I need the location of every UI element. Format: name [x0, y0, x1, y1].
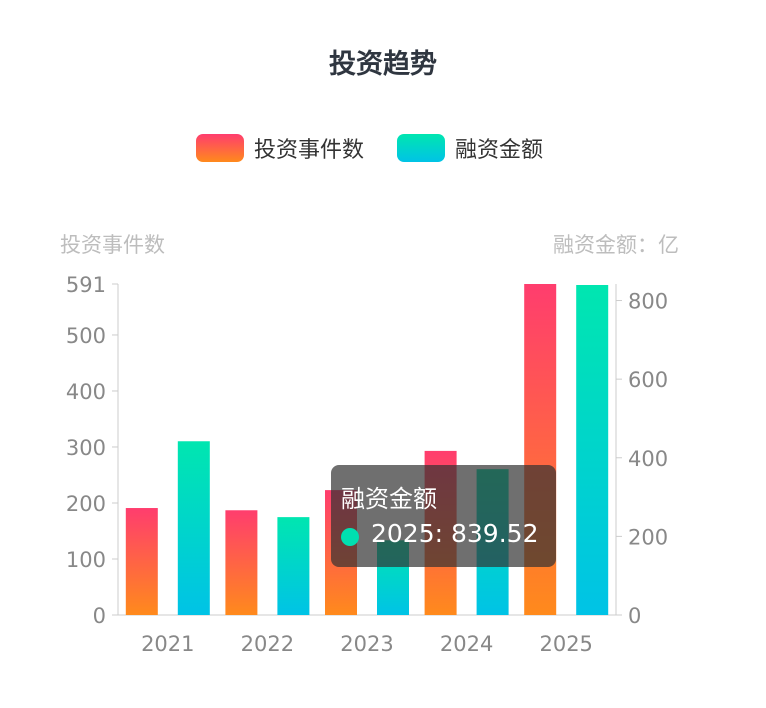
legend-swatch — [196, 134, 244, 162]
bar-2025-amount — [576, 285, 609, 615]
chart-title: 投资趋势 — [329, 49, 437, 80]
bar-2022-amount — [277, 517, 310, 615]
left-axis-label: 投资事件数 — [60, 233, 165, 257]
left-tick-label: 100 — [66, 548, 106, 572]
legend-swatch — [397, 134, 445, 162]
tooltip: 融资金额 2025: 839.52 — [331, 465, 556, 567]
x-tick-label: 2024 — [440, 632, 493, 656]
right-tick-label: 600 — [628, 368, 668, 392]
x-tick-label: 2025 — [539, 632, 592, 656]
right-axis-label: 融资金额：亿 — [553, 233, 679, 257]
left-tick-label: 500 — [66, 324, 106, 348]
bar-2022-events — [225, 510, 258, 615]
right-tick-label: 0 — [628, 604, 641, 628]
tooltip-series-dot — [341, 528, 359, 546]
legend-item-investment-events[interactable]: 投资事件数 — [196, 132, 364, 164]
bar-2021-amount — [177, 441, 210, 615]
x-tick-label: 2022 — [241, 632, 294, 656]
legend-label: 融资金额 — [455, 138, 544, 163]
left-tick-label: 0 — [93, 604, 106, 628]
x-tick-label: 2023 — [340, 632, 393, 656]
legend-label: 投资事件数 — [254, 138, 365, 163]
right-tick-label: 800 — [628, 290, 668, 314]
bar-2021-events — [125, 508, 158, 615]
right-tick-label: 200 — [628, 525, 668, 549]
left-tick-label: 400 — [66, 380, 106, 404]
legend-item-financing-amount[interactable]: 融资金额 — [397, 132, 543, 164]
left-tick-label: 591 — [66, 273, 106, 297]
right-tick-label: 400 — [628, 447, 668, 471]
x-tick-label: 2021 — [141, 632, 194, 656]
tooltip-value: 2025: 839.52 — [371, 519, 539, 548]
left-tick-label: 200 — [66, 492, 106, 516]
tooltip-title: 融资金额 — [341, 485, 437, 513]
left-tick-label: 300 — [66, 436, 106, 460]
